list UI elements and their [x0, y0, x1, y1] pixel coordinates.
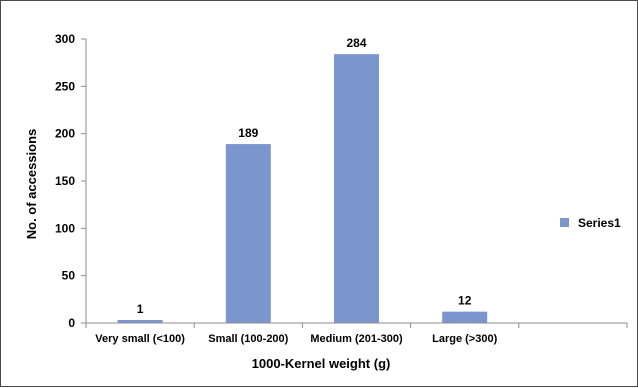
bar-data-label: 189	[238, 126, 258, 140]
y-tick-label: 0	[68, 316, 75, 330]
bar	[334, 54, 379, 323]
y-tick-label: 250	[55, 79, 75, 93]
x-tick-label: Small (100-200)	[208, 333, 288, 345]
y-axis-title: No. of accessions	[24, 129, 39, 240]
x-tick-label: Medium (201-300)	[310, 333, 403, 345]
legend: Series1	[560, 216, 621, 230]
y-tick-label: 50	[62, 269, 76, 283]
x-axis-title: 1000-Kernel weight (g)	[252, 356, 391, 371]
y-tick-label: 200	[55, 127, 75, 141]
y-tick-label: 150	[55, 174, 75, 188]
bars	[117, 54, 488, 323]
y-axis-ticks: 0 50 100 150 200 250 300	[55, 32, 86, 330]
bar-data-label: 284	[346, 36, 366, 50]
legend-label: Series1	[578, 216, 621, 230]
x-axis-ticks: Very small (<100) Small (100-200) Medium (…	[85, 323, 628, 345]
bar	[442, 311, 488, 323]
bar-data-labels: 1 189 284 12	[137, 36, 472, 316]
x-tick-label: Very small (<100)	[95, 333, 185, 345]
y-tick-label: 100	[55, 221, 75, 235]
y-tick-label: 300	[55, 32, 75, 46]
bar-data-label: 1	[137, 302, 144, 316]
bar	[117, 320, 163, 323]
legend-swatch	[560, 218, 569, 227]
bar	[225, 144, 271, 323]
x-tick-label: Large (>300)	[432, 333, 497, 345]
bar-data-label: 12	[458, 294, 472, 308]
